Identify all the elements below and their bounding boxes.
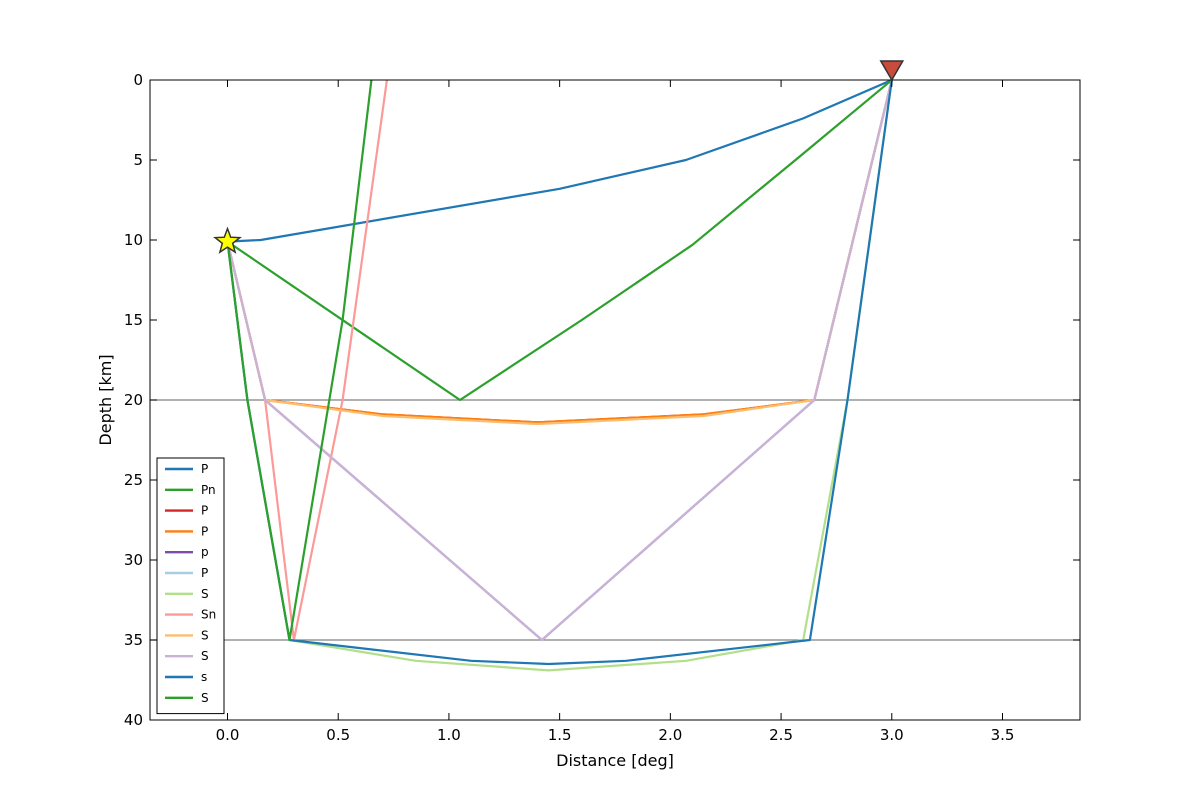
legend-label: P	[201, 566, 208, 580]
legend-label: S	[201, 649, 209, 663]
y-tick-label: 35	[124, 631, 143, 649]
legend-box	[156, 457, 225, 715]
legend-label: P	[201, 524, 208, 538]
legend-label: s	[201, 670, 207, 684]
ray-path-series	[226, 80, 388, 642]
legend-label: Pn	[201, 483, 216, 497]
legend-label: P	[201, 462, 208, 476]
discontinuity-lines	[150, 399, 1080, 641]
x-tick-label: 1.0	[437, 726, 461, 744]
y-tick-label: 15	[124, 311, 143, 329]
source-star-icon	[213, 226, 242, 254]
x-tick-label: 2.5	[769, 726, 793, 744]
x-tick-label: 2.0	[658, 726, 682, 744]
legend-label: S	[201, 587, 209, 601]
y-tick-label: 0	[133, 71, 143, 89]
legend-label: S	[201, 691, 209, 705]
ray-path-series	[227, 80, 893, 243]
y-tick-label: 10	[124, 231, 143, 249]
ray-path-series	[226, 80, 893, 402]
y-tick-label: 40	[124, 711, 143, 729]
y-tick-label: 5	[133, 151, 143, 169]
y-tick-label: 20	[124, 391, 143, 409]
x-tick-label: 1.5	[548, 726, 572, 744]
legend-label: P	[201, 504, 208, 518]
ray-path-series	[226, 80, 893, 672]
legend-label: p	[201, 545, 209, 559]
ray-path-series	[226, 80, 893, 642]
ray-path-series	[226, 80, 893, 424]
ray-paths	[226, 80, 893, 672]
station-triangle-icon	[879, 60, 905, 82]
legend-label: S	[201, 628, 209, 642]
x-tick-label: 3.0	[880, 726, 904, 744]
x-axis-label: Distance [deg]	[556, 751, 674, 770]
y-tick-label: 25	[124, 471, 143, 489]
ray-path-series	[226, 80, 893, 426]
ray-path-series	[226, 80, 893, 666]
y-axis-label: Depth [km]	[96, 354, 115, 445]
legend-label: Sn	[201, 608, 216, 622]
y-tick-label: 30	[124, 551, 143, 569]
axis-ticks: 0.0 0.5 1.0 1.5 2.0 2.5 3.0 3.5 0 5 10 15 20 25 30 35 40	[124, 71, 1080, 744]
ray-path-series	[226, 80, 373, 642]
x-tick-label: 3.5	[991, 726, 1015, 744]
ray-path-series	[226, 80, 893, 424]
x-tick-label: 0.5	[326, 726, 350, 744]
markers	[213, 60, 905, 254]
x-tick-label: 0.0	[216, 726, 240, 744]
